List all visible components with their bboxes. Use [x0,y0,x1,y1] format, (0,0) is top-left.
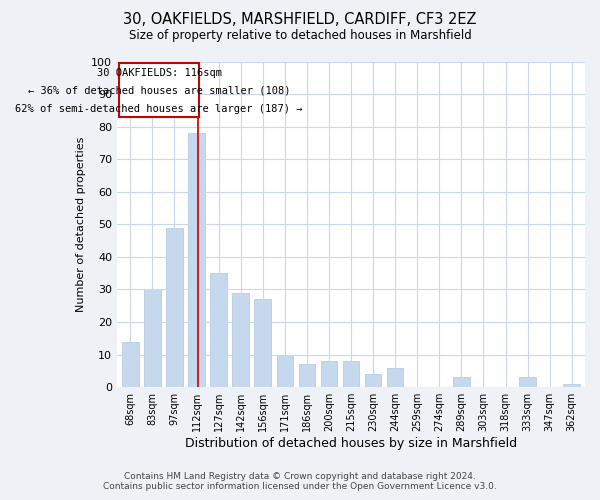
Bar [520,378,536,387]
Bar [343,361,359,387]
Bar [277,354,293,387]
Bar [320,361,337,387]
Bar [188,133,205,387]
Bar [387,368,403,387]
Bar [166,228,183,387]
Bar [254,300,271,387]
Bar [232,293,249,387]
Y-axis label: Number of detached properties: Number of detached properties [76,136,86,312]
Bar [211,273,227,387]
Bar [453,378,470,387]
Text: ← 36% of detached houses are smaller (108): ← 36% of detached houses are smaller (10… [28,86,290,96]
Text: 62% of semi-detached houses are larger (187) →: 62% of semi-detached houses are larger (… [15,104,303,114]
FancyBboxPatch shape [119,63,199,117]
Text: Contains HM Land Registry data © Crown copyright and database right 2024.
Contai: Contains HM Land Registry data © Crown c… [103,472,497,491]
Bar [563,384,580,387]
Bar [365,374,382,387]
Text: 30, OAKFIELDS, MARSHFIELD, CARDIFF, CF3 2EZ: 30, OAKFIELDS, MARSHFIELD, CARDIFF, CF3 … [123,12,477,28]
Text: 30 OAKFIELDS: 116sqm: 30 OAKFIELDS: 116sqm [97,68,221,78]
Bar [122,342,139,387]
X-axis label: Distribution of detached houses by size in Marshfield: Distribution of detached houses by size … [185,437,517,450]
Bar [144,290,161,387]
Bar [299,364,315,387]
Text: Size of property relative to detached houses in Marshfield: Size of property relative to detached ho… [128,29,472,42]
